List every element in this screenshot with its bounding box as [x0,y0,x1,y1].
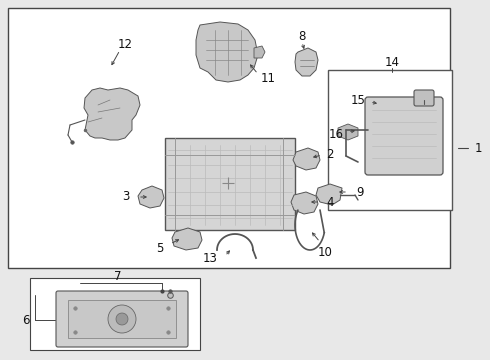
Text: 14: 14 [385,57,399,69]
Polygon shape [172,228,202,250]
Text: 8: 8 [298,30,306,42]
Bar [68,300,176,338]
Polygon shape [295,48,318,76]
Polygon shape [338,124,358,140]
Text: 3: 3 [122,190,130,203]
Text: 13: 13 [202,252,218,265]
Text: 16: 16 [328,127,343,140]
Text: 1: 1 [474,141,482,154]
Text: 7: 7 [114,270,122,284]
Polygon shape [291,192,318,214]
Text: 9: 9 [356,185,364,198]
Bar [30,278,200,350]
Polygon shape [138,186,164,208]
Polygon shape [316,184,342,205]
Text: 2: 2 [326,148,334,162]
Text: 6: 6 [22,314,30,327]
Polygon shape [196,22,258,82]
Text: 15: 15 [350,94,366,107]
Text: 10: 10 [318,246,332,258]
Polygon shape [293,148,320,170]
Polygon shape [84,88,140,140]
Text: 4: 4 [326,195,334,208]
Text: 5: 5 [156,242,164,255]
FancyBboxPatch shape [414,90,434,106]
Polygon shape [254,46,265,58]
FancyBboxPatch shape [56,291,188,347]
Circle shape [116,313,128,325]
Text: 12: 12 [118,37,132,50]
Bar [328,70,452,210]
Bar [8,8,450,268]
Circle shape [108,305,136,333]
FancyBboxPatch shape [365,97,443,175]
Bar [165,138,295,230]
Text: 11: 11 [261,72,275,85]
